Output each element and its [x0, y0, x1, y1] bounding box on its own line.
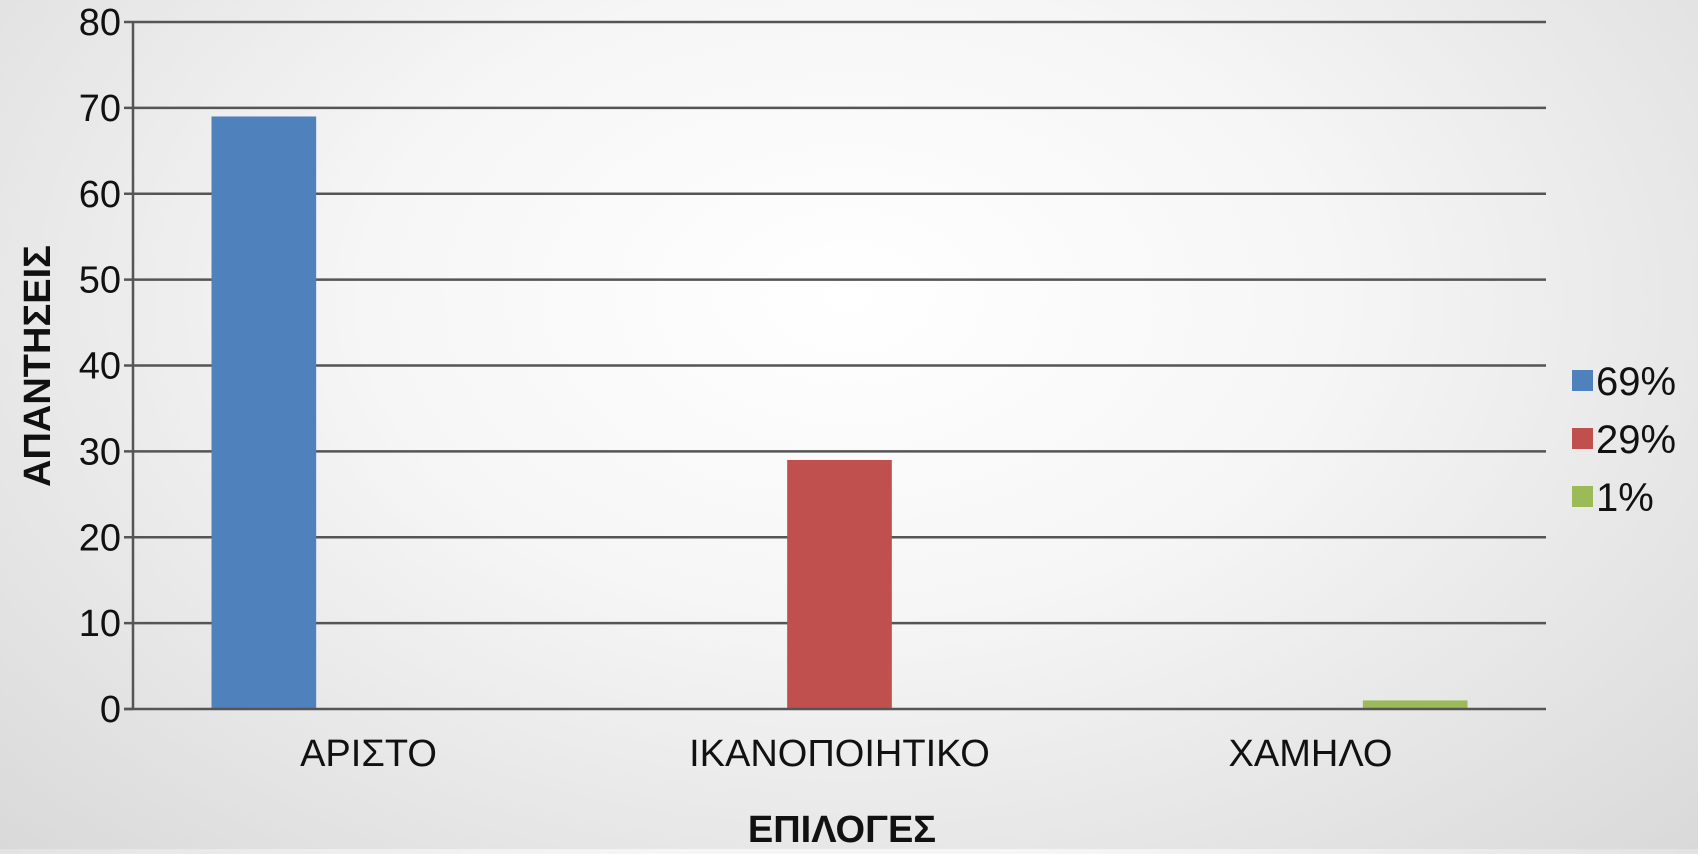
y-tick-labels: 0 10 20 30 40 50 60 70 80	[79, 2, 121, 731]
grid-lines	[133, 20, 1546, 625]
legend-swatch	[1572, 370, 1593, 391]
bar	[787, 459, 892, 709]
legend-label: 29%	[1596, 418, 1676, 462]
y-tick-label: 10	[79, 603, 121, 645]
legend: 69% 29% 1%	[1572, 360, 1676, 520]
y-tick-label: 0	[100, 689, 121, 731]
x-category-label: ΙΚΑΝΟΠΟΙΗΤΙΚΟ	[689, 733, 990, 775]
x-category-label: ΧΑΜΗΛΟ	[1229, 733, 1393, 775]
bars	[211, 116, 1468, 709]
x-axis-title: ΕΠΙΛΟΓΕΣ	[748, 809, 936, 849]
y-tick-label: 20	[79, 517, 121, 559]
y-tick-label: 60	[79, 174, 121, 216]
legend-swatch	[1572, 428, 1593, 449]
x-category-labels: ΑΡΙΣΤΟ ΙΚΑΝΟΠΟΙΗΤΙΚΟ ΧΑΜΗΛΟ	[300, 733, 1392, 775]
axes	[124, 20, 1546, 711]
bar	[211, 116, 317, 709]
bar	[1362, 700, 1468, 709]
y-tick-label: 50	[79, 260, 121, 302]
y-tick-label: 30	[79, 431, 121, 473]
legend-label: 1%	[1596, 476, 1654, 520]
y-axis-title: ΑΠΑΝΤΗΣΕΙΣ	[17, 245, 59, 487]
y-tick-label: 80	[79, 2, 121, 44]
y-tick-label: 40	[79, 346, 121, 388]
legend-swatch	[1572, 486, 1593, 507]
legend-label: 69%	[1596, 360, 1676, 404]
x-category-label: ΑΡΙΣΤΟ	[300, 733, 437, 775]
y-tick-label: 70	[79, 88, 121, 130]
